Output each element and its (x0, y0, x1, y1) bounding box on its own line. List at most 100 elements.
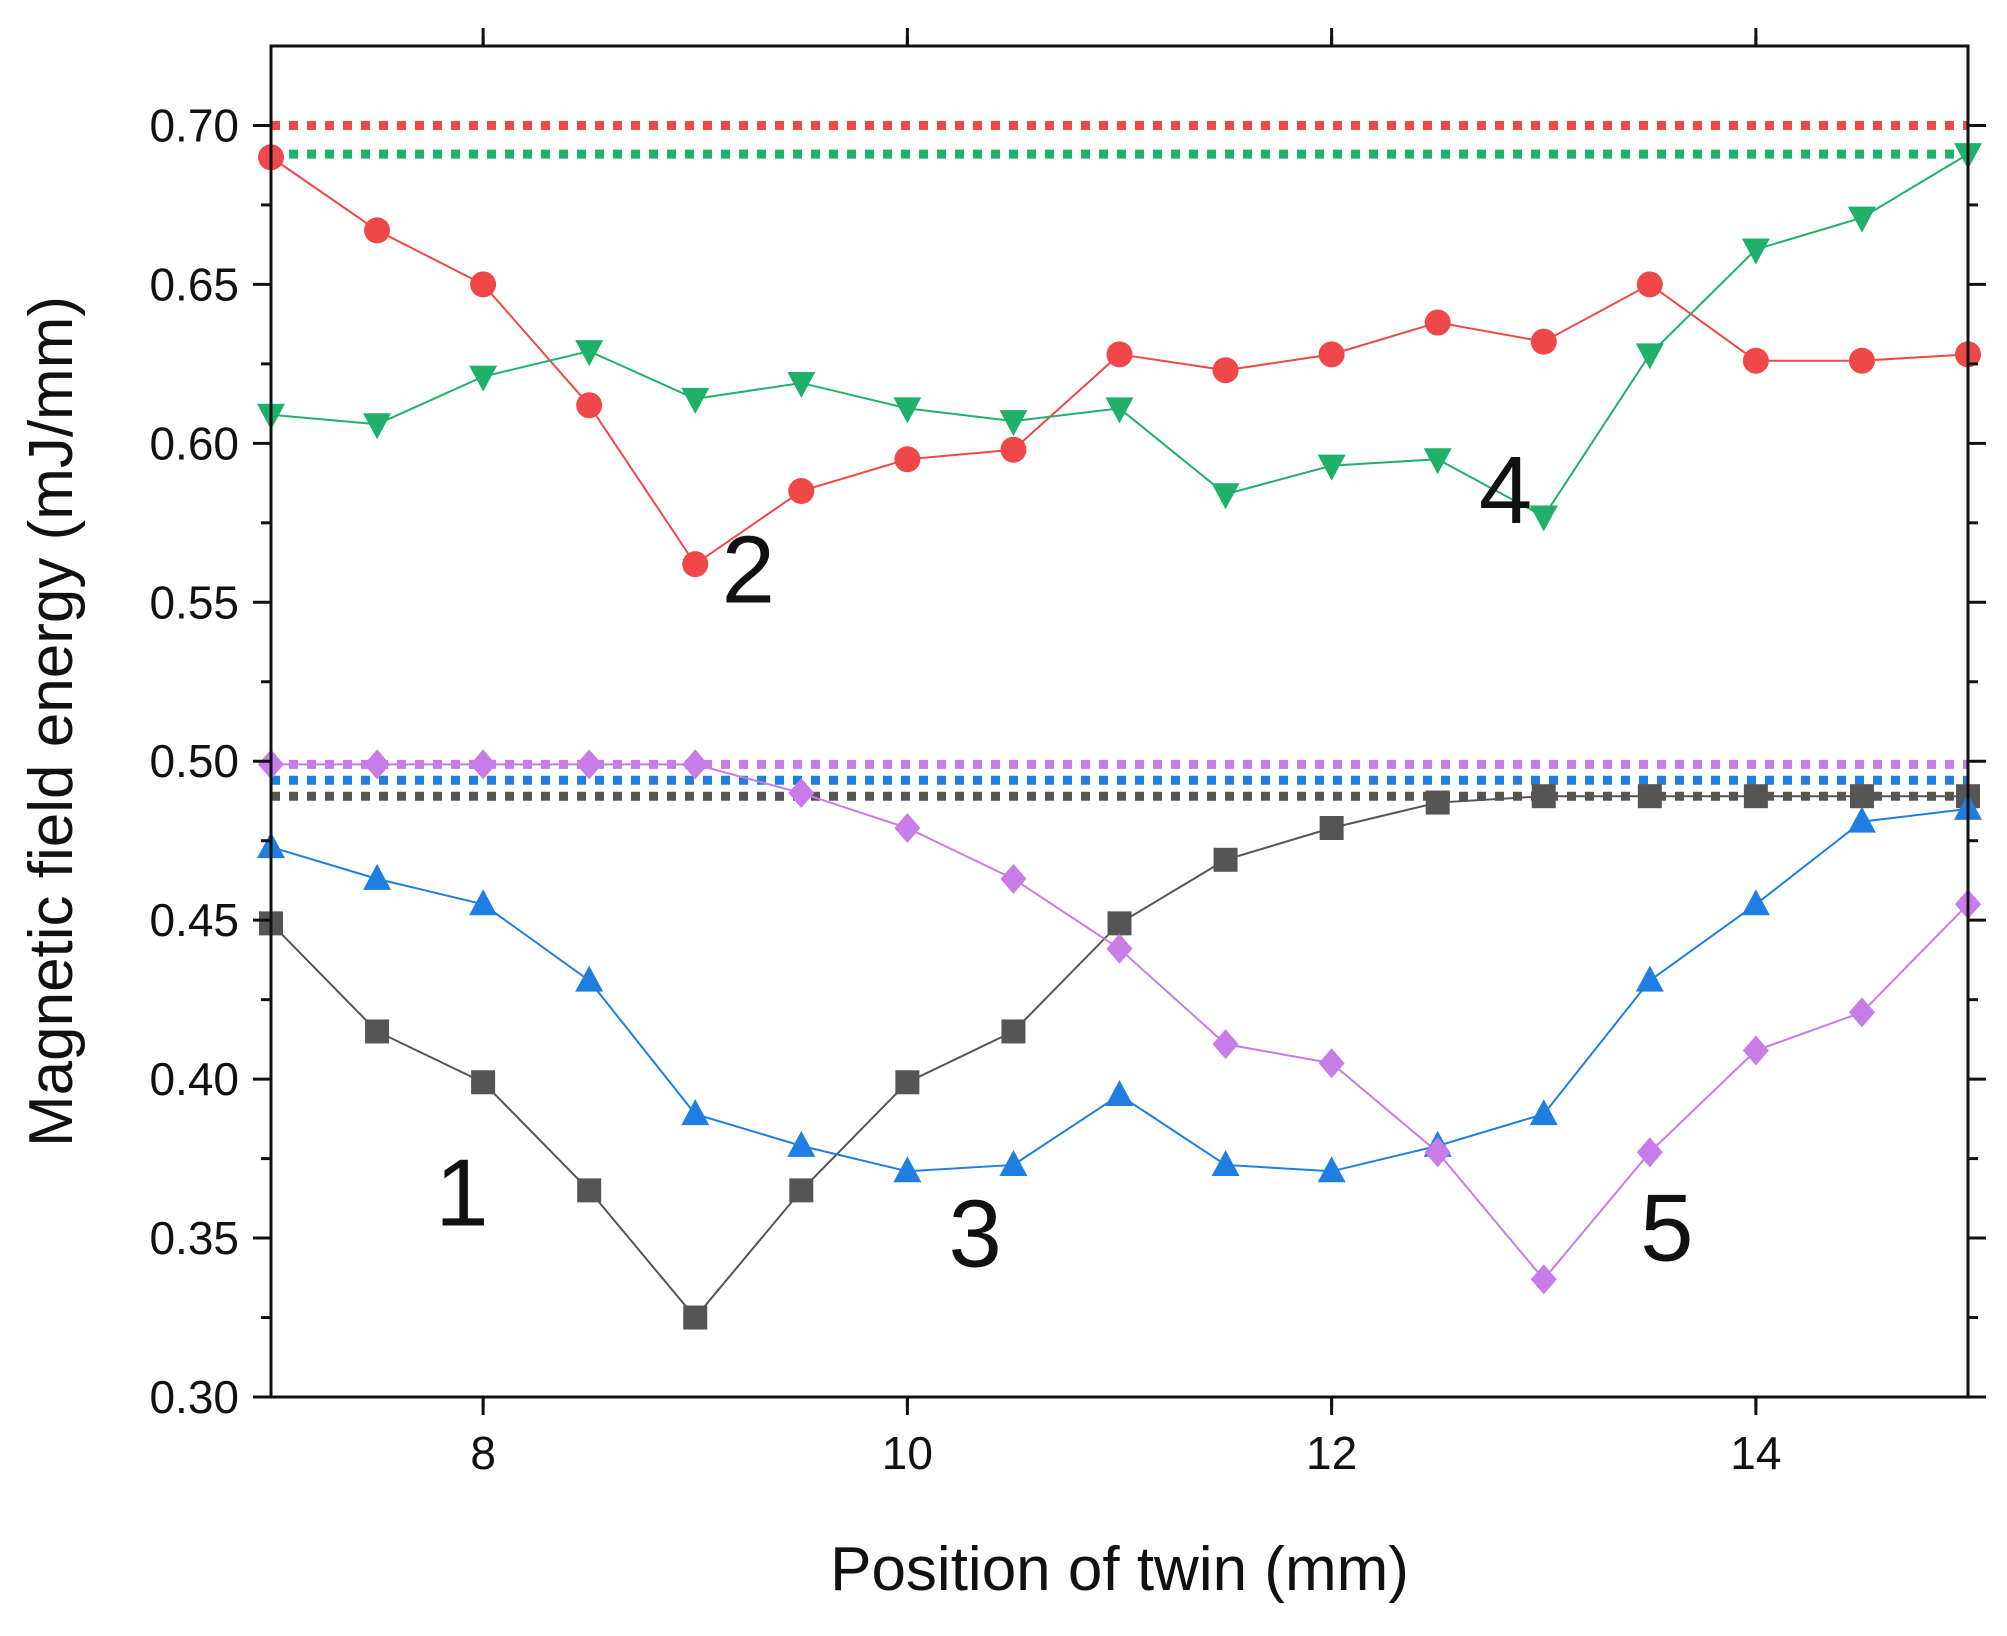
marker-5 (1530, 1264, 1557, 1295)
series-line-4 (270, 153, 1969, 518)
marker-4 (1847, 206, 1876, 233)
marker-2 (1106, 341, 1133, 368)
marker-2 (1848, 347, 1875, 374)
marker-1 (1107, 911, 1132, 936)
marker-2 (1000, 436, 1027, 463)
x-axis-title: Position of twin (mm) (830, 1535, 1409, 1604)
y-tick-label: 0.60 (149, 417, 239, 469)
marker-1 (577, 1178, 602, 1203)
marker-3 (1847, 806, 1876, 833)
y-tick-label: 0.55 (149, 576, 239, 628)
series-lines (270, 153, 1969, 1320)
marker-4 (1741, 238, 1770, 265)
marker-4 (1105, 397, 1134, 424)
y-tick-label: 0.70 (149, 99, 239, 151)
marker-4 (1423, 448, 1452, 475)
curve-label-4: 4 (1479, 437, 1532, 544)
series-markers (257, 143, 1982, 1330)
marker-2 (576, 392, 603, 419)
x-tick-label: 8 (470, 1427, 496, 1479)
marker-5 (894, 812, 921, 843)
marker-5 (576, 749, 603, 780)
marker-2 (1424, 309, 1451, 336)
marker-4 (1211, 483, 1240, 510)
marker-1 (1531, 784, 1556, 809)
marker-1 (1001, 1019, 1026, 1044)
marker-1 (895, 1070, 920, 1095)
marker-5 (1106, 933, 1133, 964)
curve-label-3: 3 (949, 1181, 1002, 1288)
marker-4 (893, 397, 922, 424)
y-tick-label: 0.45 (149, 894, 239, 946)
curve-label-5: 5 (1640, 1174, 1693, 1281)
marker-1 (471, 1070, 496, 1095)
series-line-3 (270, 807, 1969, 1173)
marker-1 (1849, 784, 1874, 809)
marker-4 (575, 340, 604, 367)
marker-3 (363, 863, 392, 890)
marker-4 (363, 413, 392, 440)
marker-3 (1635, 965, 1664, 992)
marker-3 (1741, 889, 1770, 916)
axis-ticks: 8 10 12 140.300.350.400.450.500.550.600.650… (149, 28, 1986, 1479)
series-line-5 (271, 763, 1969, 1281)
marker-5 (1000, 863, 1027, 894)
curve-labels: 1 2 3 4 5 (435, 437, 1693, 1288)
marker-5 (1424, 1137, 1451, 1168)
marker-4 (1529, 505, 1558, 532)
marker-5 (1636, 1137, 1663, 1168)
marker-5 (682, 749, 709, 780)
marker-4 (681, 387, 710, 414)
marker-4 (999, 410, 1028, 437)
marker-3 (469, 889, 498, 916)
x-tick-label: 12 (1306, 1427, 1357, 1479)
marker-1 (1213, 847, 1238, 872)
marker-5 (1318, 1048, 1345, 1079)
series-line-1 (270, 795, 1968, 1320)
marker-2 (682, 551, 709, 578)
marker-1 (1319, 815, 1344, 840)
marker-3 (1317, 1156, 1346, 1183)
marker-2 (1530, 328, 1557, 355)
marker-1 (365, 1019, 390, 1044)
marker-3 (575, 965, 604, 992)
marker-2 (470, 271, 497, 298)
marker-2 (1742, 347, 1769, 374)
marker-5 (470, 749, 497, 780)
x-tick-label: 10 (882, 1427, 933, 1479)
marker-3 (681, 1099, 710, 1126)
marker-3 (1105, 1080, 1134, 1107)
marker-5 (788, 778, 815, 809)
marker-4 (469, 365, 498, 392)
y-tick-label: 0.65 (149, 258, 239, 310)
marker-5 (1212, 1029, 1239, 1060)
marker-2 (788, 478, 815, 505)
marker-5 (1742, 1035, 1769, 1066)
marker-2 (364, 217, 391, 244)
curve-label-2: 2 (722, 516, 775, 623)
marker-1 (683, 1305, 708, 1330)
marker-1 (1637, 784, 1662, 809)
marker-4 (787, 371, 816, 398)
marker-3 (787, 1130, 816, 1157)
plot-frame (269, 44, 1970, 1399)
marker-2 (1318, 341, 1345, 368)
marker-3 (1211, 1149, 1240, 1176)
marker-3 (1529, 1099, 1558, 1126)
marker-5 (1848, 997, 1875, 1028)
y-axis-title: Magnetic field energy (mJ/mm) (17, 296, 86, 1147)
marker-1 (789, 1178, 814, 1203)
y-tick-label: 0.40 (149, 1053, 239, 1105)
marker-4 (1317, 454, 1346, 481)
marker-2 (894, 446, 921, 473)
y-tick-label: 0.35 (149, 1212, 239, 1264)
marker-2 (1212, 357, 1239, 384)
marker-3 (999, 1149, 1028, 1176)
marker-1 (1425, 790, 1450, 815)
y-tick-label: 0.30 (149, 1371, 239, 1423)
marker-5 (364, 749, 391, 780)
x-tick-label: 14 (1730, 1427, 1781, 1479)
marker-3 (893, 1156, 922, 1183)
curve-label-1: 1 (435, 1139, 488, 1246)
